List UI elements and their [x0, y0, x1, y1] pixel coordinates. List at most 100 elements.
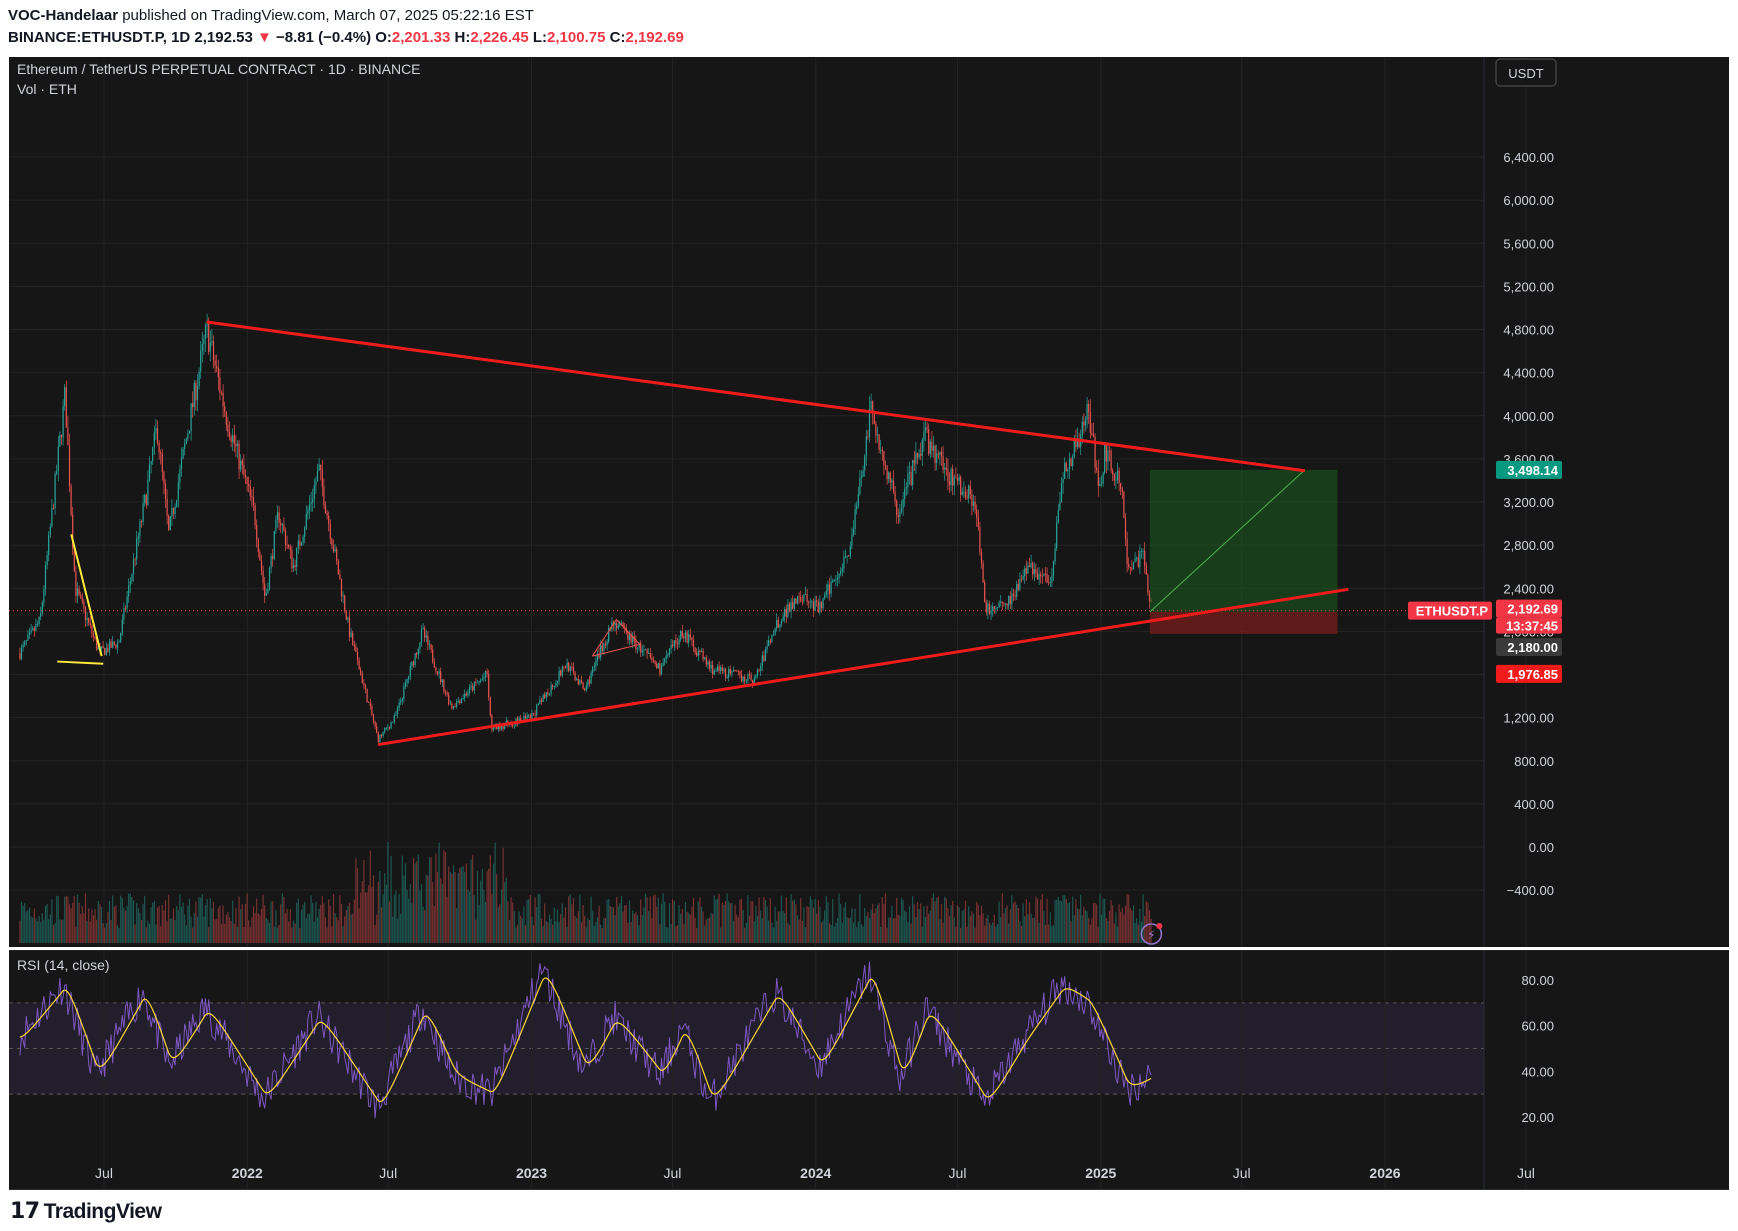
candle-body — [433, 661, 435, 668]
volume-bar — [678, 905, 680, 943]
candle-body — [139, 521, 141, 537]
volume-bar — [172, 908, 175, 943]
candle-body — [310, 502, 312, 505]
candle-body — [696, 652, 698, 656]
target-zone[interactable] — [1149, 469, 1338, 612]
volume-bar — [494, 842, 496, 943]
time-axis-divider — [9, 1189, 1729, 1190]
price-tick-label: 400.00 — [1514, 797, 1554, 812]
volume-bar — [244, 903, 247, 943]
volume-bar — [233, 923, 235, 943]
candle-body — [52, 507, 55, 509]
candle-body — [707, 661, 709, 665]
candle-body — [998, 602, 1000, 608]
down-arrow-icon: ▼ — [256, 29, 272, 46]
candle-body — [716, 666, 719, 671]
alert-flash-icon[interactable]: ⚡ — [1140, 923, 1163, 945]
candle-body — [404, 682, 407, 687]
candle-body — [801, 600, 803, 602]
volume-bar — [260, 908, 263, 943]
candle-body — [905, 487, 907, 489]
candle-body — [841, 568, 843, 571]
volume-bar — [952, 900, 954, 943]
volume-bar — [825, 895, 827, 943]
candle-body — [1120, 483, 1122, 489]
volume-bar — [793, 899, 795, 943]
candle-body — [1060, 483, 1063, 502]
volume-bar — [889, 917, 891, 943]
candle-body — [435, 667, 437, 672]
volume-bar — [48, 919, 50, 943]
candle-body — [164, 484, 167, 499]
volume-bar — [748, 915, 751, 943]
stop-zone[interactable] — [1149, 611, 1338, 634]
volume-bar — [313, 921, 315, 943]
volume-bar — [192, 927, 194, 943]
volume-bar — [385, 884, 387, 943]
candle-body — [614, 623, 616, 626]
volume-bar — [129, 893, 131, 943]
candle-body — [392, 721, 394, 723]
volume-bar — [728, 901, 730, 943]
volume-bar — [953, 917, 955, 943]
volume-bar — [91, 909, 93, 943]
volume-bar — [1105, 917, 1107, 943]
volume-bar — [779, 911, 781, 943]
countdown-tag: 13:37:45 — [1496, 617, 1562, 634]
currency-button[interactable]: USDT — [1495, 58, 1557, 87]
candle-body — [94, 636, 96, 639]
publisher-name[interactable]: VOC-Handelaar — [8, 7, 119, 24]
volume-bar — [934, 901, 936, 943]
volume-bar — [1131, 910, 1133, 943]
volume-bar — [307, 913, 309, 943]
volume-legend: Vol · ETH — [17, 81, 77, 97]
volume-bar — [886, 927, 888, 943]
candle-body — [416, 653, 418, 655]
rsi-pane[interactable]: 20.00 40.00 60.00 80.00 RSI (14, close) Jul 20… — [9, 950, 1729, 1189]
candle-body — [220, 392, 223, 394]
candle-body — [148, 464, 151, 481]
tradingview-logo[interactable]: 𝟭𝟳 TradingView — [10, 1198, 162, 1224]
volume-bar — [648, 911, 650, 943]
volume-bar — [960, 927, 962, 943]
candle-body — [974, 501, 976, 510]
candle-body — [318, 464, 320, 471]
volume-bar — [480, 880, 482, 943]
volume-bar — [70, 908, 72, 943]
candle-body — [478, 681, 480, 683]
candle-body — [630, 634, 632, 643]
trendline[interactable] — [377, 587, 1349, 747]
candle-body — [937, 453, 939, 455]
candle-body — [788, 603, 791, 612]
candle-body — [828, 584, 831, 594]
candle-body — [345, 610, 347, 620]
volume-bar — [633, 913, 635, 943]
trendline[interactable] — [206, 320, 1306, 473]
candle-body — [748, 674, 751, 676]
volume-bar — [515, 927, 517, 943]
candle-body — [560, 670, 562, 676]
volume-bar — [452, 865, 455, 943]
candle-body — [563, 666, 565, 668]
volume-bar — [478, 904, 480, 943]
candle-body — [472, 686, 474, 691]
volume-bar — [696, 927, 698, 943]
volume-bar — [718, 893, 720, 943]
candle-body — [732, 670, 735, 672]
triangle-drawing[interactable] — [591, 618, 641, 657]
candle-body — [891, 480, 893, 483]
candle-body — [739, 671, 741, 675]
candle-body — [1064, 462, 1066, 479]
volume-bar — [808, 907, 810, 943]
candle-body — [150, 461, 152, 465]
volume-bar — [235, 907, 237, 943]
rsi-chart[interactable]: 20.00 40.00 60.00 80.00 RSI (14, close) Jul 20… — [9, 950, 1729, 1189]
candle-body — [710, 665, 712, 669]
wedge-lower-line[interactable] — [57, 660, 104, 665]
price-pane[interactable]: −400.000.00400.00800.001,200.001,600.002… — [9, 57, 1729, 947]
currency-button-frame[interactable] — [1495, 58, 1557, 87]
wedge-upper-line[interactable] — [70, 534, 103, 657]
volume-bar — [32, 917, 34, 943]
candle-body — [654, 660, 656, 664]
price-chart[interactable]: −400.000.00400.00800.001,200.001,600.002… — [9, 57, 1729, 947]
